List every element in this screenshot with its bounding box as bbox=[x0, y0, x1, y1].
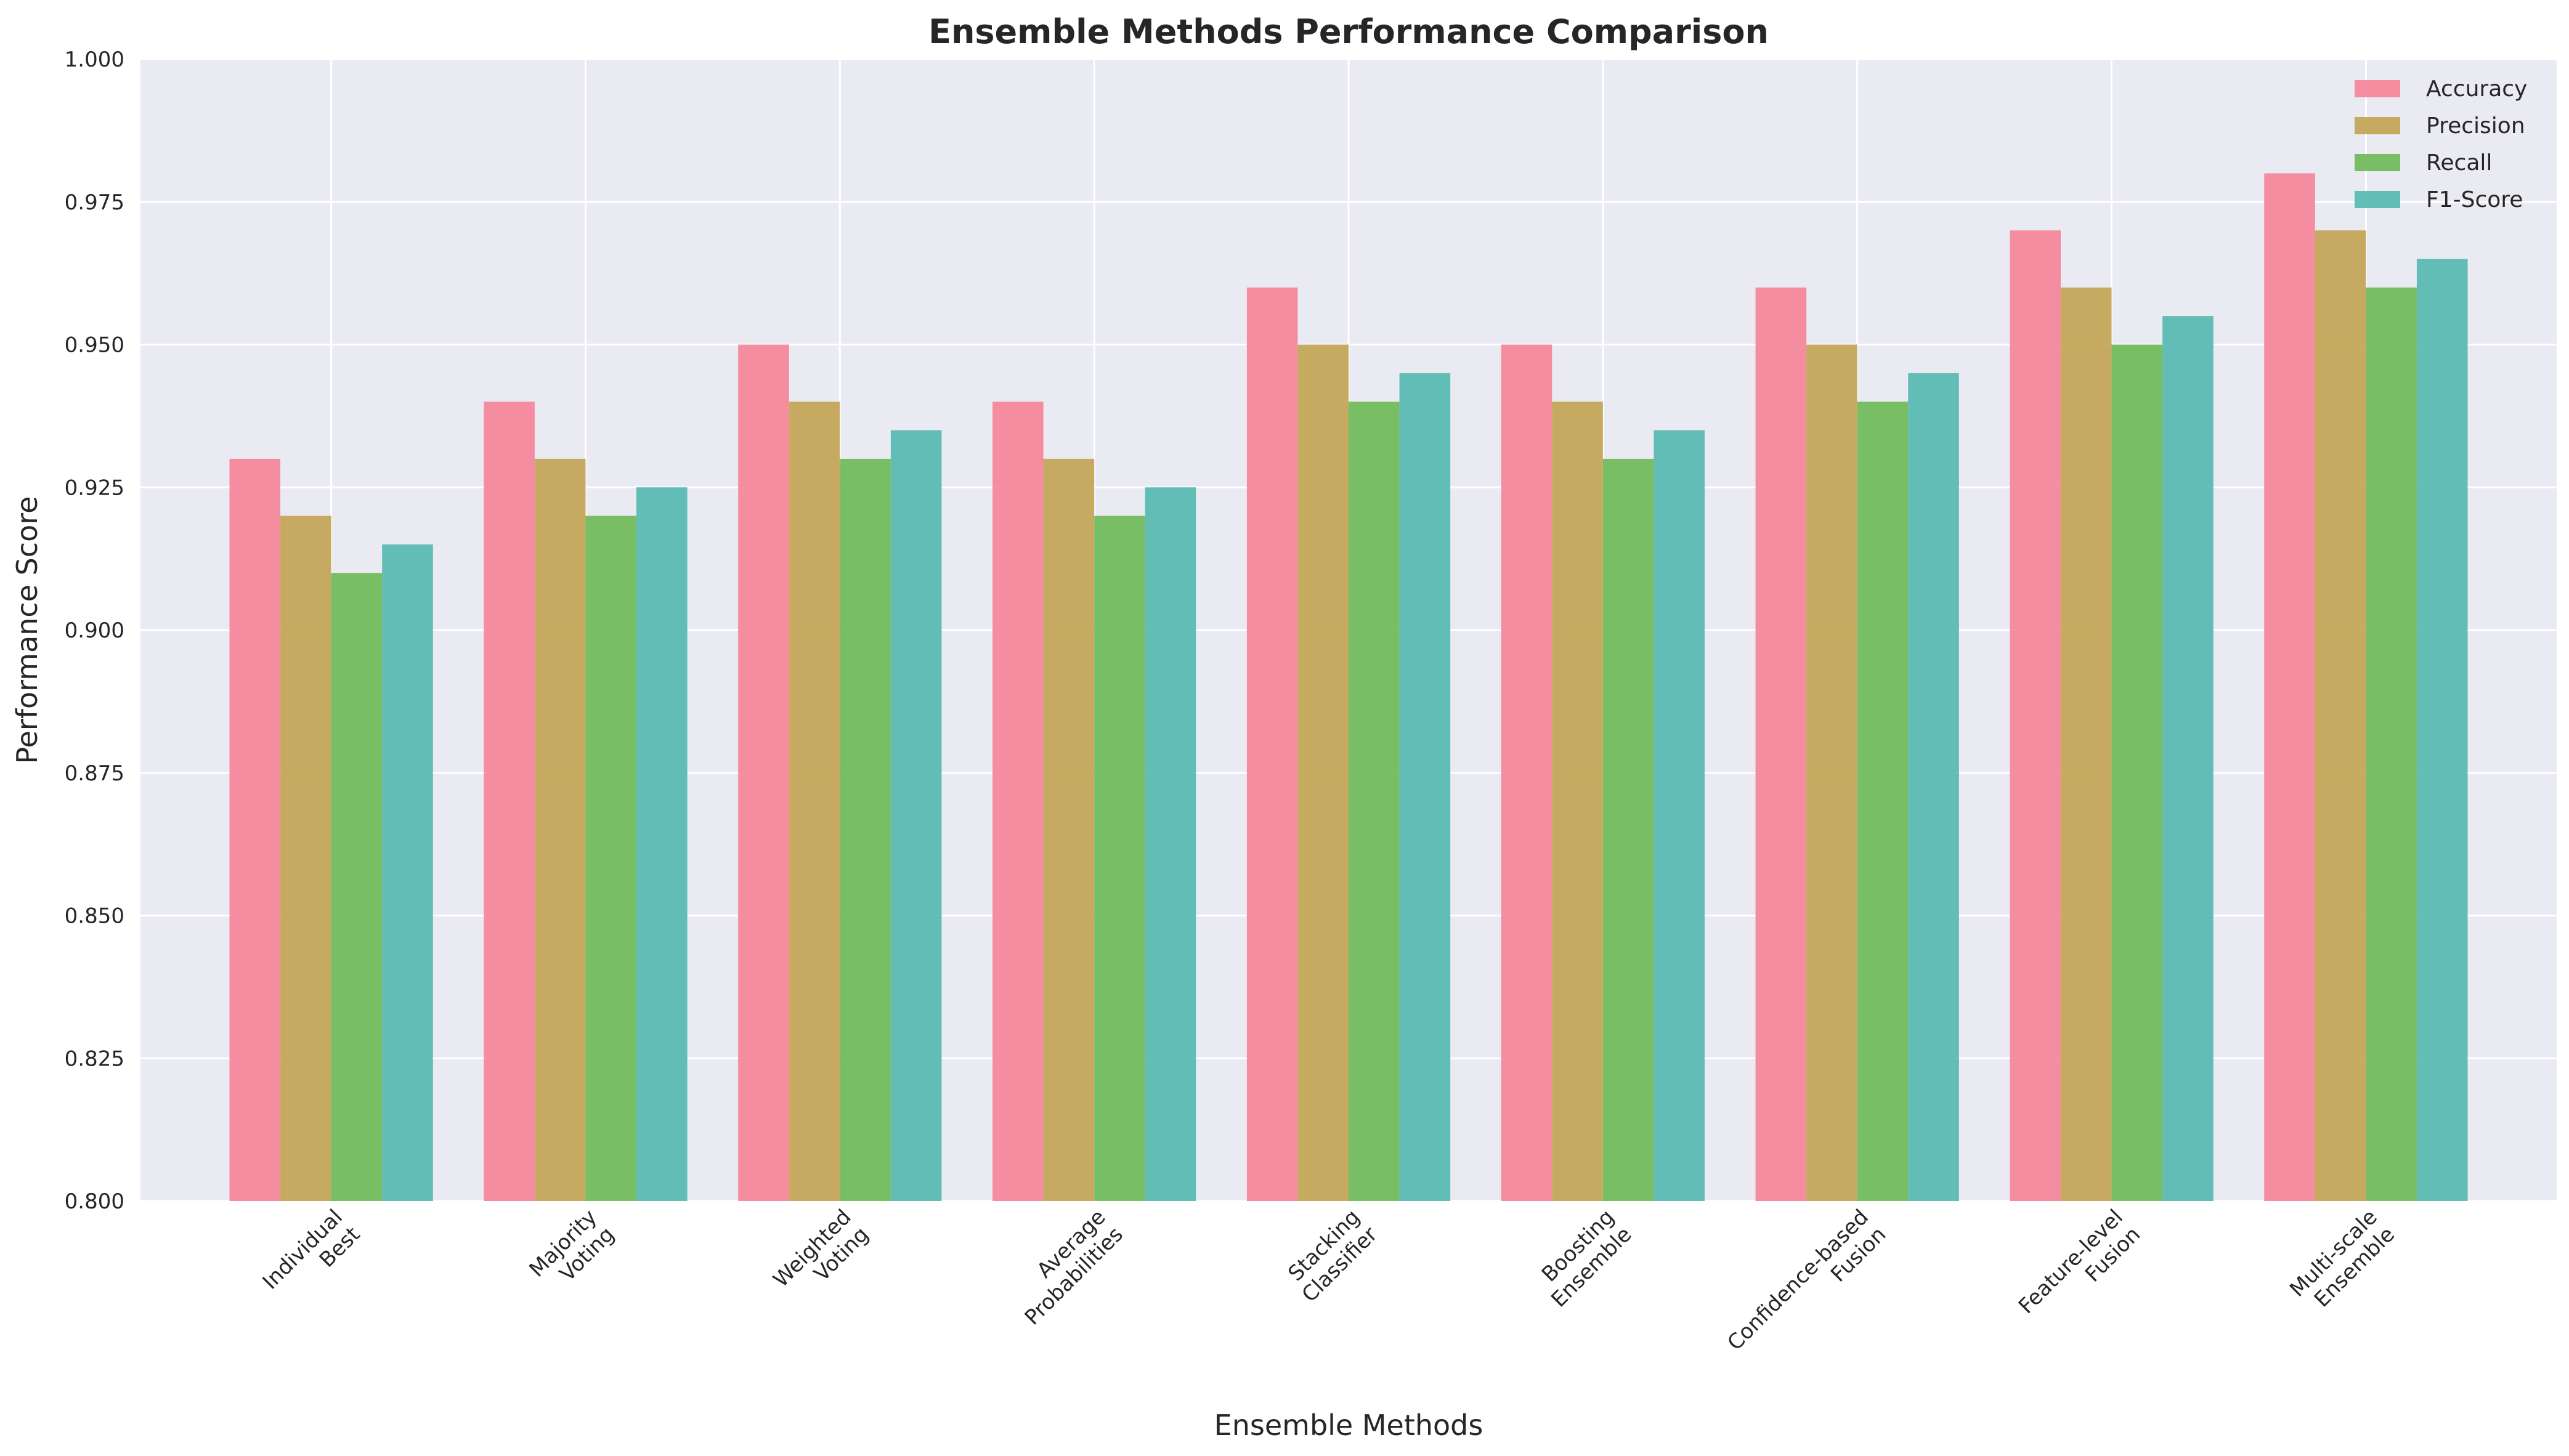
x-tick-label: WeightedVoting bbox=[769, 1205, 874, 1309]
bars bbox=[229, 173, 2468, 1202]
bar-accuracy-0 bbox=[229, 458, 281, 1201]
x-tick-label: MajorityVoting bbox=[524, 1205, 619, 1300]
bar-accuracy-4 bbox=[1246, 287, 1298, 1201]
bar-accuracy-2 bbox=[738, 344, 789, 1201]
legend-swatch-precision bbox=[2355, 117, 2400, 134]
bar-f1-score-7 bbox=[2162, 316, 2214, 1201]
bar-f1-score-0 bbox=[382, 544, 433, 1202]
chart-title: Ensemble Methods Performance Comparison bbox=[928, 12, 1769, 51]
bar-accuracy-6 bbox=[1755, 287, 1807, 1201]
y-tick-label: 0.975 bbox=[65, 190, 124, 215]
bar-precision-5 bbox=[1552, 402, 1603, 1202]
bar-accuracy-8 bbox=[2264, 173, 2315, 1201]
bar-precision-1 bbox=[534, 458, 586, 1201]
y-tick-label: 0.875 bbox=[65, 761, 124, 786]
legend-label-precision: Precision bbox=[2426, 113, 2525, 139]
bar-recall-6 bbox=[1857, 402, 1909, 1202]
bar-f1-score-6 bbox=[1908, 373, 1959, 1201]
x-tick-text: IndividualBest bbox=[258, 1205, 365, 1312]
bar-precision-6 bbox=[1806, 344, 1857, 1201]
bar-recall-4 bbox=[1349, 402, 1400, 1202]
bar-recall-8 bbox=[2366, 287, 2417, 1201]
bar-precision-8 bbox=[2315, 230, 2366, 1202]
x-tick-text: AverageProbabilities bbox=[1002, 1205, 1127, 1330]
bar-f1-score-8 bbox=[2416, 259, 2468, 1202]
x-axis-title: Ensemble Methods bbox=[1214, 1409, 1483, 1442]
bar-precision-2 bbox=[789, 402, 840, 1202]
legend-swatch-f1-score bbox=[2355, 191, 2400, 208]
bar-accuracy-5 bbox=[1501, 344, 1552, 1201]
bar-recall-5 bbox=[1602, 458, 1654, 1201]
bar-recall-2 bbox=[840, 458, 891, 1201]
bar-f1-score-5 bbox=[1654, 430, 1705, 1201]
y-tick-label: 0.925 bbox=[65, 475, 124, 500]
x-tick-text: Feature-levelFusion bbox=[2014, 1205, 2145, 1336]
legend-label-accuracy: Accuracy bbox=[2426, 76, 2527, 102]
bar-precision-4 bbox=[1297, 344, 1349, 1201]
x-tick-text: MajorityVoting bbox=[524, 1205, 619, 1300]
y-axis-ticks: 0.800 0.825 0.850 0.875 0.900 0.925 0.950 0.975… bbox=[65, 47, 124, 1214]
bar-recall-7 bbox=[2111, 344, 2163, 1201]
y-tick-label: 0.950 bbox=[65, 333, 124, 358]
x-tick-label: StackingClassifier bbox=[1280, 1205, 1382, 1307]
bar-f1-score-3 bbox=[1145, 487, 1196, 1201]
legend-swatch-accuracy bbox=[2355, 80, 2400, 97]
bar-precision-7 bbox=[2060, 287, 2112, 1201]
y-tick-label: 1.000 bbox=[65, 47, 124, 72]
legend-label-f1-score: F1-Score bbox=[2426, 187, 2523, 212]
legend-label-recall: Recall bbox=[2426, 150, 2492, 176]
x-tick-text: Confidence-basedFusion bbox=[1723, 1205, 1891, 1373]
x-tick-text: WeightedVoting bbox=[769, 1205, 874, 1309]
bar-accuracy-1 bbox=[484, 402, 535, 1202]
y-tick-label: 0.900 bbox=[65, 618, 124, 643]
x-tick-label: IndividualBest bbox=[258, 1205, 365, 1312]
x-tick-label: Multi-scaleEnsemble bbox=[2285, 1205, 2400, 1319]
bar-recall-0 bbox=[331, 573, 383, 1201]
x-axis-ticks: IndividualBest MajorityVoting WeightedVoti… bbox=[258, 1205, 2400, 1373]
x-tick-label: Confidence-basedFusion bbox=[1723, 1205, 1891, 1373]
bar-precision-3 bbox=[1043, 458, 1095, 1201]
bar-recall-1 bbox=[585, 516, 637, 1201]
legend: Accuracy Precision Recall F1-Score bbox=[2355, 76, 2527, 212]
x-tick-line: Confidence-based bbox=[1723, 1205, 1873, 1356]
bar-accuracy-7 bbox=[2010, 230, 2061, 1202]
bar-precision-0 bbox=[280, 516, 331, 1201]
x-tick-label: BoostingEnsemble bbox=[1529, 1205, 1637, 1312]
x-tick-text: Multi-scaleEnsemble bbox=[2285, 1205, 2400, 1319]
y-tick-label: 0.800 bbox=[65, 1189, 124, 1214]
legend-swatch-recall bbox=[2355, 154, 2400, 171]
x-tick-label: Feature-levelFusion bbox=[2014, 1205, 2145, 1336]
bar-f1-score-4 bbox=[1399, 373, 1451, 1201]
y-axis-title: Performance Score bbox=[10, 496, 44, 764]
bar-accuracy-3 bbox=[992, 402, 1044, 1202]
bar-f1-score-2 bbox=[890, 430, 942, 1201]
y-tick-label: 0.825 bbox=[65, 1046, 124, 1071]
x-tick-text: StackingClassifier bbox=[1280, 1205, 1382, 1307]
bar-recall-3 bbox=[1094, 516, 1145, 1201]
bar-f1-score-1 bbox=[636, 487, 688, 1201]
y-tick-label: 0.850 bbox=[65, 904, 124, 929]
x-tick-text: BoostingEnsemble bbox=[1529, 1205, 1636, 1312]
x-tick-label: AverageProbabilities bbox=[1002, 1205, 1128, 1330]
